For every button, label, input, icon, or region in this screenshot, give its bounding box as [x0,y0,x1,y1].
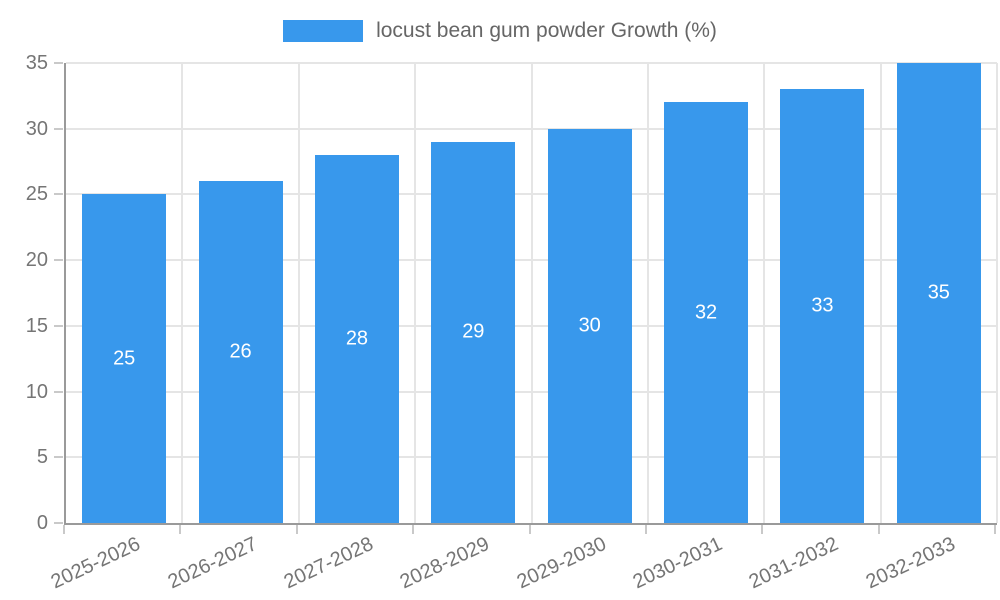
bar-2026-2027[interactable]: 26 [198,181,283,523]
bar-value-label: 32 [694,301,718,324]
x-tick-mark-5 [644,525,647,534]
x-tick-mark-8 [994,525,996,534]
y-axis-tick-label: 5 [36,446,48,469]
x-gridline-5 [646,63,649,523]
bar-2027-2028[interactable]: 28 [314,155,399,523]
bar-2025-2026[interactable]: 25 [82,194,167,523]
y-axis-tick-label: 10 [25,380,48,403]
bar-value-label: 35 [927,281,950,304]
bar-2032-2033[interactable]: 35 [896,63,981,523]
bar-value-label: 26 [229,340,252,363]
y-axis-tick-label: 0 [36,512,48,534]
y-tick-mark-0 [54,522,63,524]
y-tick-mark-30 [54,127,63,130]
x-gridline-7 [879,63,882,523]
bar-value-label: 30 [578,314,601,337]
y-axis-tick-label: 15 [25,314,48,337]
bar-value-label: 29 [462,320,485,343]
x-gridline-8 [996,63,998,523]
x-gridline-6 [763,63,766,523]
x-tick-mark-0 [63,525,65,534]
y-axis-tick-label: 35 [25,52,48,74]
legend-swatch[interactable] [283,20,364,42]
bar-2030-2031[interactable]: 32 [664,102,749,523]
x-gridline-1 [181,63,184,523]
bar-2031-2032[interactable]: 33 [780,89,865,523]
x-gridline-2 [297,63,300,523]
y-tick-mark-5 [54,456,63,459]
x-gridline-3 [414,63,417,523]
bar-value-label: 28 [345,327,369,350]
y-axis-tick-label: 30 [25,117,48,140]
legend: locust bean gum powder Growth (%) [0,18,1000,44]
x-tick-mark-2 [295,525,298,534]
y-tick-mark-15 [54,324,63,327]
y-tick-mark-20 [54,259,63,262]
y-tick-mark-10 [54,390,63,393]
x-tick-mark-4 [528,525,531,534]
y-axis-tick-label: 20 [25,249,48,272]
x-axis-tick-label: 2025-2026 [47,532,144,594]
bar-2029-2030[interactable]: 30 [547,128,632,523]
bar-value-label: 33 [811,294,834,317]
bar-value-label: 25 [113,347,136,370]
plot-area: 25 26 28 29 30 32 33 35 [64,62,998,525]
x-tick-mark-7 [877,525,880,534]
y-tick-mark-35 [54,62,63,64]
x-tick-mark-1 [179,525,182,534]
y-tick-mark-25 [54,193,63,196]
bar-2028-2029[interactable]: 29 [431,141,516,523]
y-axis-tick-label: 25 [25,183,48,206]
x-tick-mark-3 [412,525,415,534]
x-gridline-4 [530,63,533,523]
x-tick-mark-6 [761,525,764,534]
legend-label[interactable]: locust bean gum powder Growth (%) [376,19,717,42]
